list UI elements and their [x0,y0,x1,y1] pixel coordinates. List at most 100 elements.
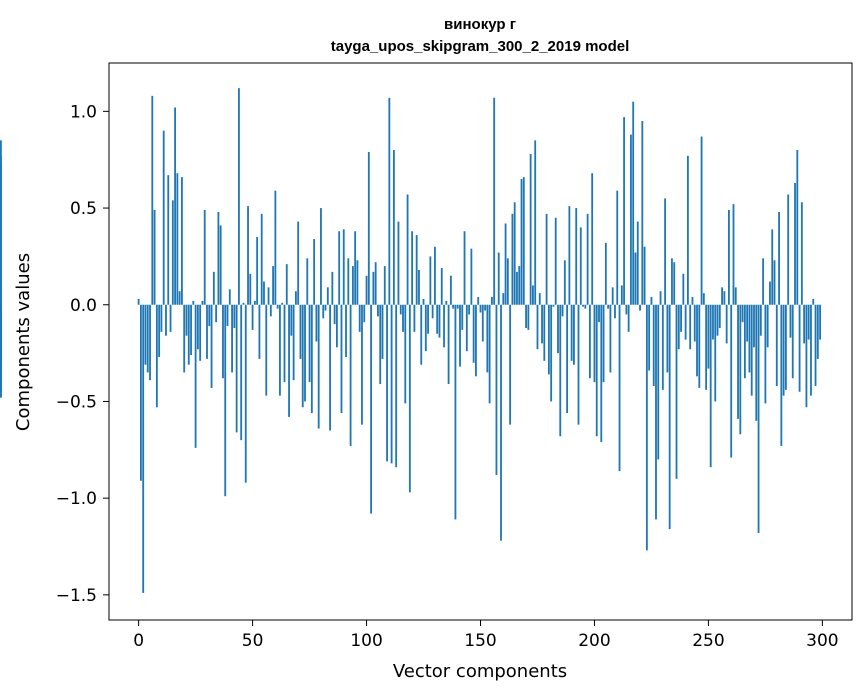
bar-203 [600,304,603,443]
bar-271 [755,304,758,421]
bar-171 [527,304,530,330]
bar-247 [700,136,703,305]
bar-164 [511,213,514,305]
bar-53 [258,304,261,359]
x-tick-label: 150 [464,631,496,651]
bar-124 [420,304,423,365]
bar-168 [520,179,523,305]
x-axis-label: Vector components [393,661,567,682]
bar-193 [577,304,580,425]
bar-80 [320,208,322,305]
bar-151 [481,304,484,342]
bar-182 [552,304,555,307]
bar-157 [495,304,498,475]
bar-58 [269,304,272,317]
bar-1 [140,304,142,481]
bar-23 [190,304,192,356]
bar-282 [780,304,783,446]
y-axis-label: Components values [13,253,34,431]
bar-78 [315,304,318,342]
bar-8 [155,304,158,408]
bar-125 [422,298,425,305]
bar-109 [386,304,388,462]
y-tick-label: 0.5 [70,199,97,219]
bar-246 [698,304,701,388]
bar-83 [326,287,329,305]
bar-145 [468,304,471,315]
bar-64 [283,304,286,383]
bar-79 [317,304,320,429]
bar-232 [666,304,669,373]
bar-137 [449,275,452,305]
bar-142 [461,304,464,330]
bar-174 [534,140,537,305]
bar-127 [427,304,429,334]
bar-134 [443,304,445,348]
bar-55 [263,281,265,305]
bar-185 [559,304,562,437]
bar-2 [142,304,145,593]
bar-257 [723,291,726,305]
bar-72 [301,304,304,408]
bar-120 [411,231,414,305]
bar-40 [228,289,231,305]
bar-259 [728,209,730,305]
bar-98 [361,304,363,425]
bar-158 [497,252,500,305]
bar-202 [598,304,600,323]
bar-7 [153,209,156,305]
bar-129 [431,304,434,319]
bar-224 [648,304,651,371]
bar-82 [324,304,327,311]
bar-140 [456,304,459,309]
bar-214 [625,304,628,315]
bar-186 [561,304,564,317]
bar-66 [288,304,290,417]
bar-274 [762,258,765,305]
bar-undefined [0,304,2,398]
bar-106 [379,304,382,385]
bar-35 [217,211,220,305]
bar-161 [504,223,507,305]
bar-121 [413,304,416,332]
bar-265 [741,304,744,323]
bar-223 [645,304,648,551]
bar-76 [310,304,313,414]
bar-291 [800,202,803,305]
bar-299 [819,304,821,340]
bar-288 [794,182,796,305]
bar-154 [488,304,491,404]
bar-111 [390,304,393,464]
bar-244 [693,304,696,342]
bar-277 [769,281,771,305]
bar-13 [167,175,170,305]
bar-27 [199,304,202,361]
bar-52 [256,237,259,305]
bar-128 [429,256,432,305]
bar-206 [607,304,610,309]
bar-68 [292,304,295,381]
bar-93 [349,304,352,446]
bar-178 [543,304,546,361]
bar-60 [274,190,277,305]
bar-44 [238,88,240,305]
bar-112 [392,150,395,305]
bar-210 [616,190,619,305]
bar-215 [627,304,630,332]
bar-239 [682,273,685,305]
bar-199 [591,173,594,305]
bar-166 [516,271,518,305]
bar-138 [452,304,455,309]
bar-245 [696,304,698,377]
bar-22 [187,304,190,365]
bar-169 [522,177,525,305]
bar-50 [251,304,254,330]
bar-243 [691,297,694,305]
bar-59 [272,266,275,305]
bar-49 [249,273,252,305]
bar-183 [554,217,557,305]
bar-188 [566,304,569,414]
bar-219 [636,221,639,305]
bar-273 [759,304,762,336]
x-tick-label: 0 [133,631,144,651]
